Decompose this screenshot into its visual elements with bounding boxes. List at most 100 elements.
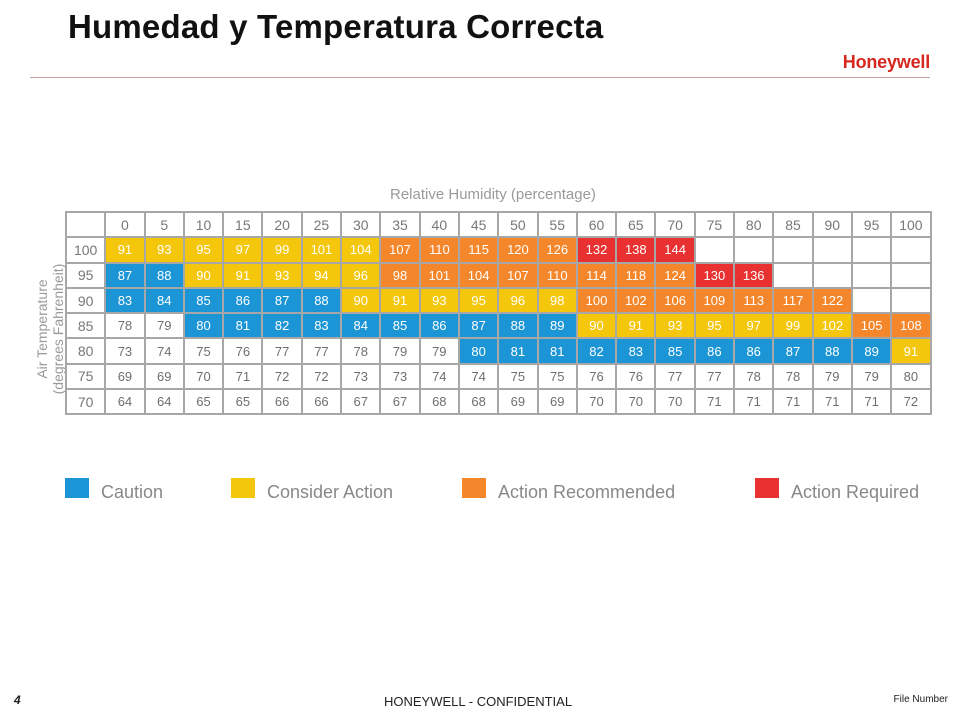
- y-tick-label: 70: [64, 388, 107, 416]
- heat-cell: 77: [693, 362, 736, 391]
- heat-cell: 76: [575, 362, 618, 391]
- x-tick-label: 65: [615, 210, 657, 239]
- heat-cell: 113: [733, 286, 775, 315]
- table-row: 100 91 93 95 97 99 101 104 107 110 115 120 126 132 138…: [64, 236, 932, 264]
- x-tick-label: 60: [575, 210, 618, 239]
- heat-cell: 76: [222, 337, 264, 365]
- heat-cell: 100: [575, 286, 618, 315]
- heat-cell: 82: [575, 337, 618, 365]
- heat-cell: 102: [615, 286, 657, 315]
- heat-cell: 66: [261, 388, 303, 416]
- heat-cell: 86: [693, 337, 736, 365]
- heat-cell: 84: [143, 286, 185, 315]
- x-tick-label: 50: [497, 210, 539, 239]
- heat-cell: 95: [457, 286, 500, 315]
- heat-cell: 71: [693, 388, 736, 416]
- heat-cell: 84: [340, 312, 382, 340]
- heat-cell: 126: [536, 236, 578, 264]
- table-row: 80 73 74 75 76 77 77 78 79 79 80 81 81 82 83 85 86 86 87 88…: [64, 337, 932, 365]
- heat-cell: 105: [850, 312, 893, 340]
- heat-cell: 91: [222, 261, 264, 289]
- heat-cell: 117: [772, 286, 814, 315]
- heat-cell: 85: [379, 312, 421, 340]
- heat-cell: 89: [536, 312, 578, 340]
- heat-cell: 65: [182, 388, 225, 416]
- x-tick-label: 70: [654, 210, 696, 239]
- x-tick-label: 5: [143, 210, 185, 239]
- heat-cell: 94: [300, 261, 343, 289]
- footer-confidential: HONEYWELL - CONFIDENTIAL: [384, 694, 573, 709]
- y-tick-label: 95: [64, 261, 107, 289]
- heat-cell: 73: [379, 362, 421, 391]
- heat-cell: 87: [104, 261, 146, 289]
- heat-cell: 87: [457, 312, 500, 340]
- heat-cell: [772, 236, 814, 264]
- heat-cell: 79: [811, 362, 853, 391]
- heat-cell: 122: [811, 286, 853, 315]
- heat-cell: 101: [300, 236, 343, 264]
- heat-cell: 88: [300, 286, 343, 315]
- x-tick-label: 15: [222, 210, 264, 239]
- heat-cell: 67: [379, 388, 421, 416]
- heat-cell: 83: [615, 337, 657, 365]
- heat-cell: 72: [300, 362, 343, 391]
- heat-cell: 66: [300, 388, 343, 416]
- heat-cell: 85: [182, 286, 225, 315]
- heat-cell: [890, 286, 932, 315]
- heat-cell: [850, 236, 893, 264]
- heat-cell: 78: [104, 312, 146, 340]
- heat-cell: 78: [772, 362, 814, 391]
- heat-cell: 93: [143, 236, 185, 264]
- heat-cell: [811, 236, 853, 264]
- heat-cell: 71: [811, 388, 853, 416]
- x-tick-label: 75: [693, 210, 736, 239]
- legend-swatch: [65, 478, 89, 498]
- heat-cell: 88: [143, 261, 185, 289]
- heat-cell: 71: [733, 388, 775, 416]
- heat-cell: 72: [890, 388, 932, 416]
- heat-cell: 75: [536, 362, 578, 391]
- y-tick-label: 80: [64, 337, 107, 365]
- table-row: 85 78 79 80 81 82 83 84 85 86 87 88 89 90 91 93 95 97 99 10…: [64, 312, 932, 340]
- heat-cell: 81: [497, 337, 539, 365]
- heat-cell: 74: [418, 362, 460, 391]
- heat-cell: 69: [143, 362, 185, 391]
- heat-cell: 90: [182, 261, 225, 289]
- heat-cell: [693, 236, 736, 264]
- heat-cell: 75: [497, 362, 539, 391]
- legend-swatch: [462, 478, 486, 498]
- heat-cell: 130: [693, 261, 736, 289]
- heat-cell: [811, 261, 853, 289]
- heat-cell: 99: [261, 236, 303, 264]
- heat-cell: 79: [850, 362, 893, 391]
- x-tick-label: 85: [772, 210, 814, 239]
- heat-cell: 77: [300, 337, 343, 365]
- heat-cell: 70: [654, 388, 696, 416]
- heat-cell: 138: [615, 236, 657, 264]
- x-tick-label: 45: [457, 210, 500, 239]
- chart-legend: Caution Consider Action Action Recommended…: [65, 476, 933, 506]
- heat-cell: 98: [379, 261, 421, 289]
- heat-cell: 70: [615, 388, 657, 416]
- slide-title: Humedad y Temperatura Correcta: [68, 8, 604, 45]
- x-tick-label: 20: [261, 210, 303, 239]
- x-axis-label: Relative Humidity (percentage): [390, 186, 596, 203]
- heat-cell: 79: [418, 337, 460, 365]
- heat-cell: 80: [890, 362, 932, 391]
- heat-cell: 91: [890, 337, 932, 365]
- heat-cell: 86: [222, 286, 264, 315]
- heat-cell: 93: [418, 286, 460, 315]
- heat-cell: 70: [575, 388, 618, 416]
- heat-cell: [890, 236, 932, 264]
- heat-cell: 97: [222, 236, 264, 264]
- heat-cell: 88: [811, 337, 853, 365]
- heat-cell: 91: [104, 236, 146, 264]
- heat-cell: 83: [300, 312, 343, 340]
- heat-cell: 80: [457, 337, 500, 365]
- x-tick-label: 100: [890, 210, 932, 239]
- heat-cell: 74: [143, 337, 185, 365]
- heat-cell: 67: [340, 388, 382, 416]
- heat-cell: 91: [615, 312, 657, 340]
- x-tick-label: 25: [300, 210, 343, 239]
- heat-cell: 99: [772, 312, 814, 340]
